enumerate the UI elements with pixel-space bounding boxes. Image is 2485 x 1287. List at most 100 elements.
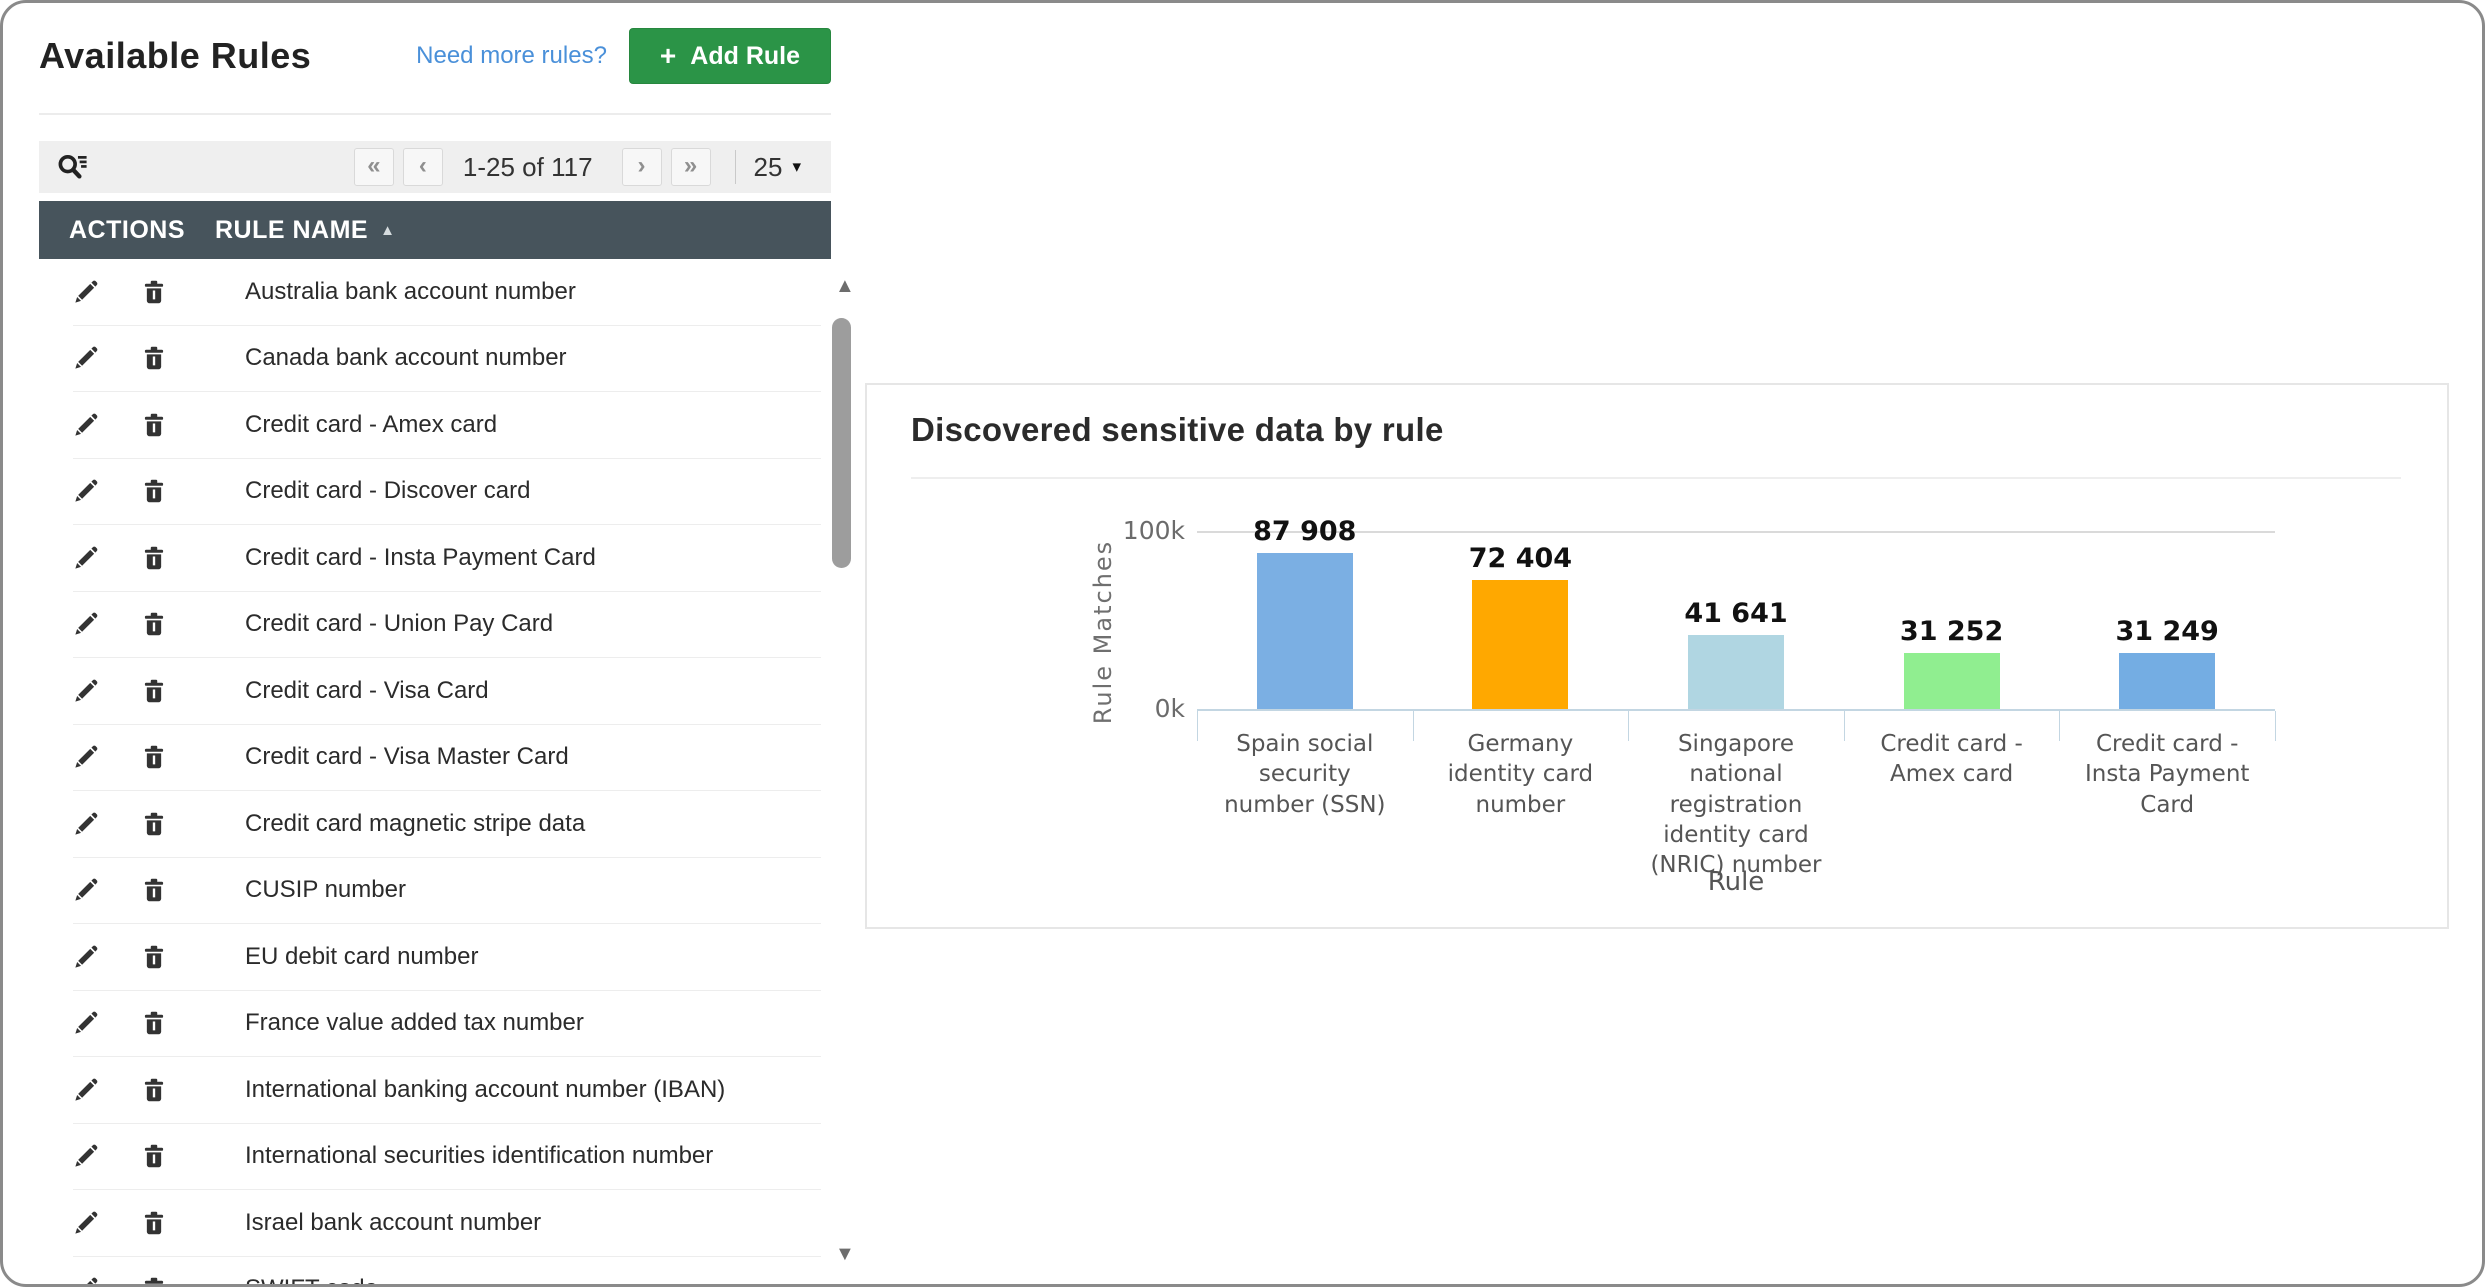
edit-icon[interactable] xyxy=(73,345,99,371)
bar-1[interactable] xyxy=(1256,553,1353,709)
edit-icon[interactable] xyxy=(73,1276,99,1287)
edit-icon[interactable] xyxy=(73,412,99,438)
table-row-inner: Australia bank account number xyxy=(73,259,821,326)
last-page-icon: » xyxy=(683,151,698,179)
table-row: Credit card - Visa Card xyxy=(39,658,831,725)
search-filter-icon[interactable] xyxy=(55,150,89,184)
delete-icon[interactable] xyxy=(141,1276,167,1287)
delete-icon[interactable] xyxy=(141,1210,167,1236)
edit-icon[interactable] xyxy=(73,1210,99,1236)
edit-icon[interactable] xyxy=(73,944,99,970)
column-header-rule-name[interactable]: RULE NAME ▲ xyxy=(215,216,395,245)
rule-name: Canada bank account number xyxy=(245,344,567,372)
pagination-first-button[interactable]: « xyxy=(353,148,394,186)
first-page-icon: « xyxy=(367,151,381,179)
scroll-up-icon[interactable]: ▲ xyxy=(835,275,855,297)
row-actions xyxy=(73,1077,245,1103)
edit-icon[interactable] xyxy=(73,678,99,704)
table-row: CUSIP number xyxy=(39,858,831,924)
delete-icon[interactable] xyxy=(141,611,167,637)
x-axis-title: Rule xyxy=(1707,867,1765,897)
scrollbar-thumb[interactable] xyxy=(832,318,851,568)
bar-2[interactable] xyxy=(1472,580,1569,709)
bar-4[interactable] xyxy=(1903,653,2000,709)
delete-icon[interactable] xyxy=(141,944,167,970)
table-toolbar: « ‹ 1-25 of 117 › » 25 ▾ xyxy=(39,141,831,193)
pagination-last-button[interactable]: » xyxy=(670,148,711,186)
rule-name: SWIFT code xyxy=(245,1275,378,1284)
edit-icon[interactable] xyxy=(73,478,99,504)
delete-icon[interactable] xyxy=(141,1010,167,1036)
row-actions xyxy=(73,877,245,903)
pagination-next-button[interactable]: › xyxy=(621,148,662,186)
bar-value-label: 41 641 xyxy=(1684,598,1788,629)
edit-icon[interactable] xyxy=(73,279,99,305)
rule-name: Credit card - Visa Master Card xyxy=(245,743,569,771)
sort-asc-icon: ▲ xyxy=(380,221,396,239)
rule-name: Credit card magnetic stripe data xyxy=(245,809,586,837)
table-row: EU debit card number xyxy=(39,924,831,991)
page-size-dropdown[interactable]: 25 ▾ xyxy=(754,152,801,183)
bar-5[interactable] xyxy=(2119,653,2216,709)
plus-icon: + xyxy=(659,40,677,71)
table-row: Credit card - Insta Payment Card xyxy=(39,525,831,592)
edit-icon[interactable] xyxy=(73,611,99,637)
delete-icon[interactable] xyxy=(141,279,167,305)
delete-icon[interactable] xyxy=(141,412,167,438)
need-more-rules-link[interactable]: Need more rules? xyxy=(416,42,607,69)
rule-name: EU debit card number xyxy=(245,942,479,970)
add-rule-label: Add Rule xyxy=(690,41,800,70)
delete-icon[interactable] xyxy=(141,678,167,704)
table-row: Canada bank account number xyxy=(39,326,831,392)
rule-name: Credit card - Union Pay Card xyxy=(245,610,554,638)
row-actions xyxy=(73,412,245,438)
rule-name: Credit card - Visa Card xyxy=(245,676,489,704)
rule-name: CUSIP number xyxy=(245,876,406,904)
category-label: Credit card - Amex card xyxy=(1880,731,2023,788)
delete-icon[interactable] xyxy=(141,545,167,571)
table-row-inner: Canada bank account number xyxy=(73,326,821,392)
x-axis-tick xyxy=(1843,711,1845,741)
delete-icon[interactable] xyxy=(141,744,167,770)
table-row-inner: Credit card - Visa Master Card xyxy=(73,725,821,791)
table-row: Credit card - Union Pay Card xyxy=(39,592,831,658)
delete-icon[interactable] xyxy=(141,1077,167,1103)
next-page-icon: › xyxy=(637,151,646,179)
edit-icon[interactable] xyxy=(73,744,99,770)
table-row: Credit card magnetic stripe data xyxy=(39,791,831,858)
row-actions xyxy=(73,545,245,571)
row-actions xyxy=(73,678,245,704)
bar-3[interactable] xyxy=(1688,635,1784,709)
bar-chart: Rule Matches 100k 0k Rule 87 908 Spain so… xyxy=(867,385,2447,927)
table-row: International banking account number (IB… xyxy=(39,1057,831,1124)
bar-value-label: 31 249 xyxy=(2115,616,2219,647)
delete-icon[interactable] xyxy=(141,877,167,903)
scroll-down-icon[interactable]: ▼ xyxy=(835,1243,855,1265)
edit-icon[interactable] xyxy=(73,545,99,571)
x-axis-line xyxy=(1197,709,2275,711)
delete-icon[interactable] xyxy=(141,811,167,837)
table-row-inner: Credit card - Union Pay Card xyxy=(73,592,821,658)
edit-icon[interactable] xyxy=(73,811,99,837)
x-axis-tick xyxy=(1628,711,1630,741)
add-rule-button[interactable]: + Add Rule xyxy=(628,28,831,84)
x-axis-tick xyxy=(2059,711,2061,741)
table-row-inner: Credit card - Discover card xyxy=(73,459,821,525)
edit-icon[interactable] xyxy=(73,1010,99,1036)
bar-value-label: 72 404 xyxy=(1468,543,1573,574)
edit-icon[interactable] xyxy=(73,1143,99,1169)
chart-title: Discovered sensitive data by rule xyxy=(911,411,1444,448)
edit-icon[interactable] xyxy=(73,877,99,903)
edit-icon[interactable] xyxy=(73,1077,99,1103)
delete-icon[interactable] xyxy=(141,1143,167,1169)
page-title: Available Rules xyxy=(39,35,312,76)
rules-table-body: Australia bank account number Canada bank… xyxy=(39,259,831,1287)
rule-name: Israel bank account number xyxy=(245,1208,542,1236)
x-axis-tick xyxy=(1412,711,1414,741)
delete-icon[interactable] xyxy=(141,478,167,504)
column-header-actions[interactable]: ACTIONS xyxy=(69,215,185,244)
row-actions xyxy=(73,345,245,371)
pagination-prev-button[interactable]: ‹ xyxy=(402,148,443,186)
delete-icon[interactable] xyxy=(141,345,167,371)
row-actions xyxy=(73,279,245,305)
